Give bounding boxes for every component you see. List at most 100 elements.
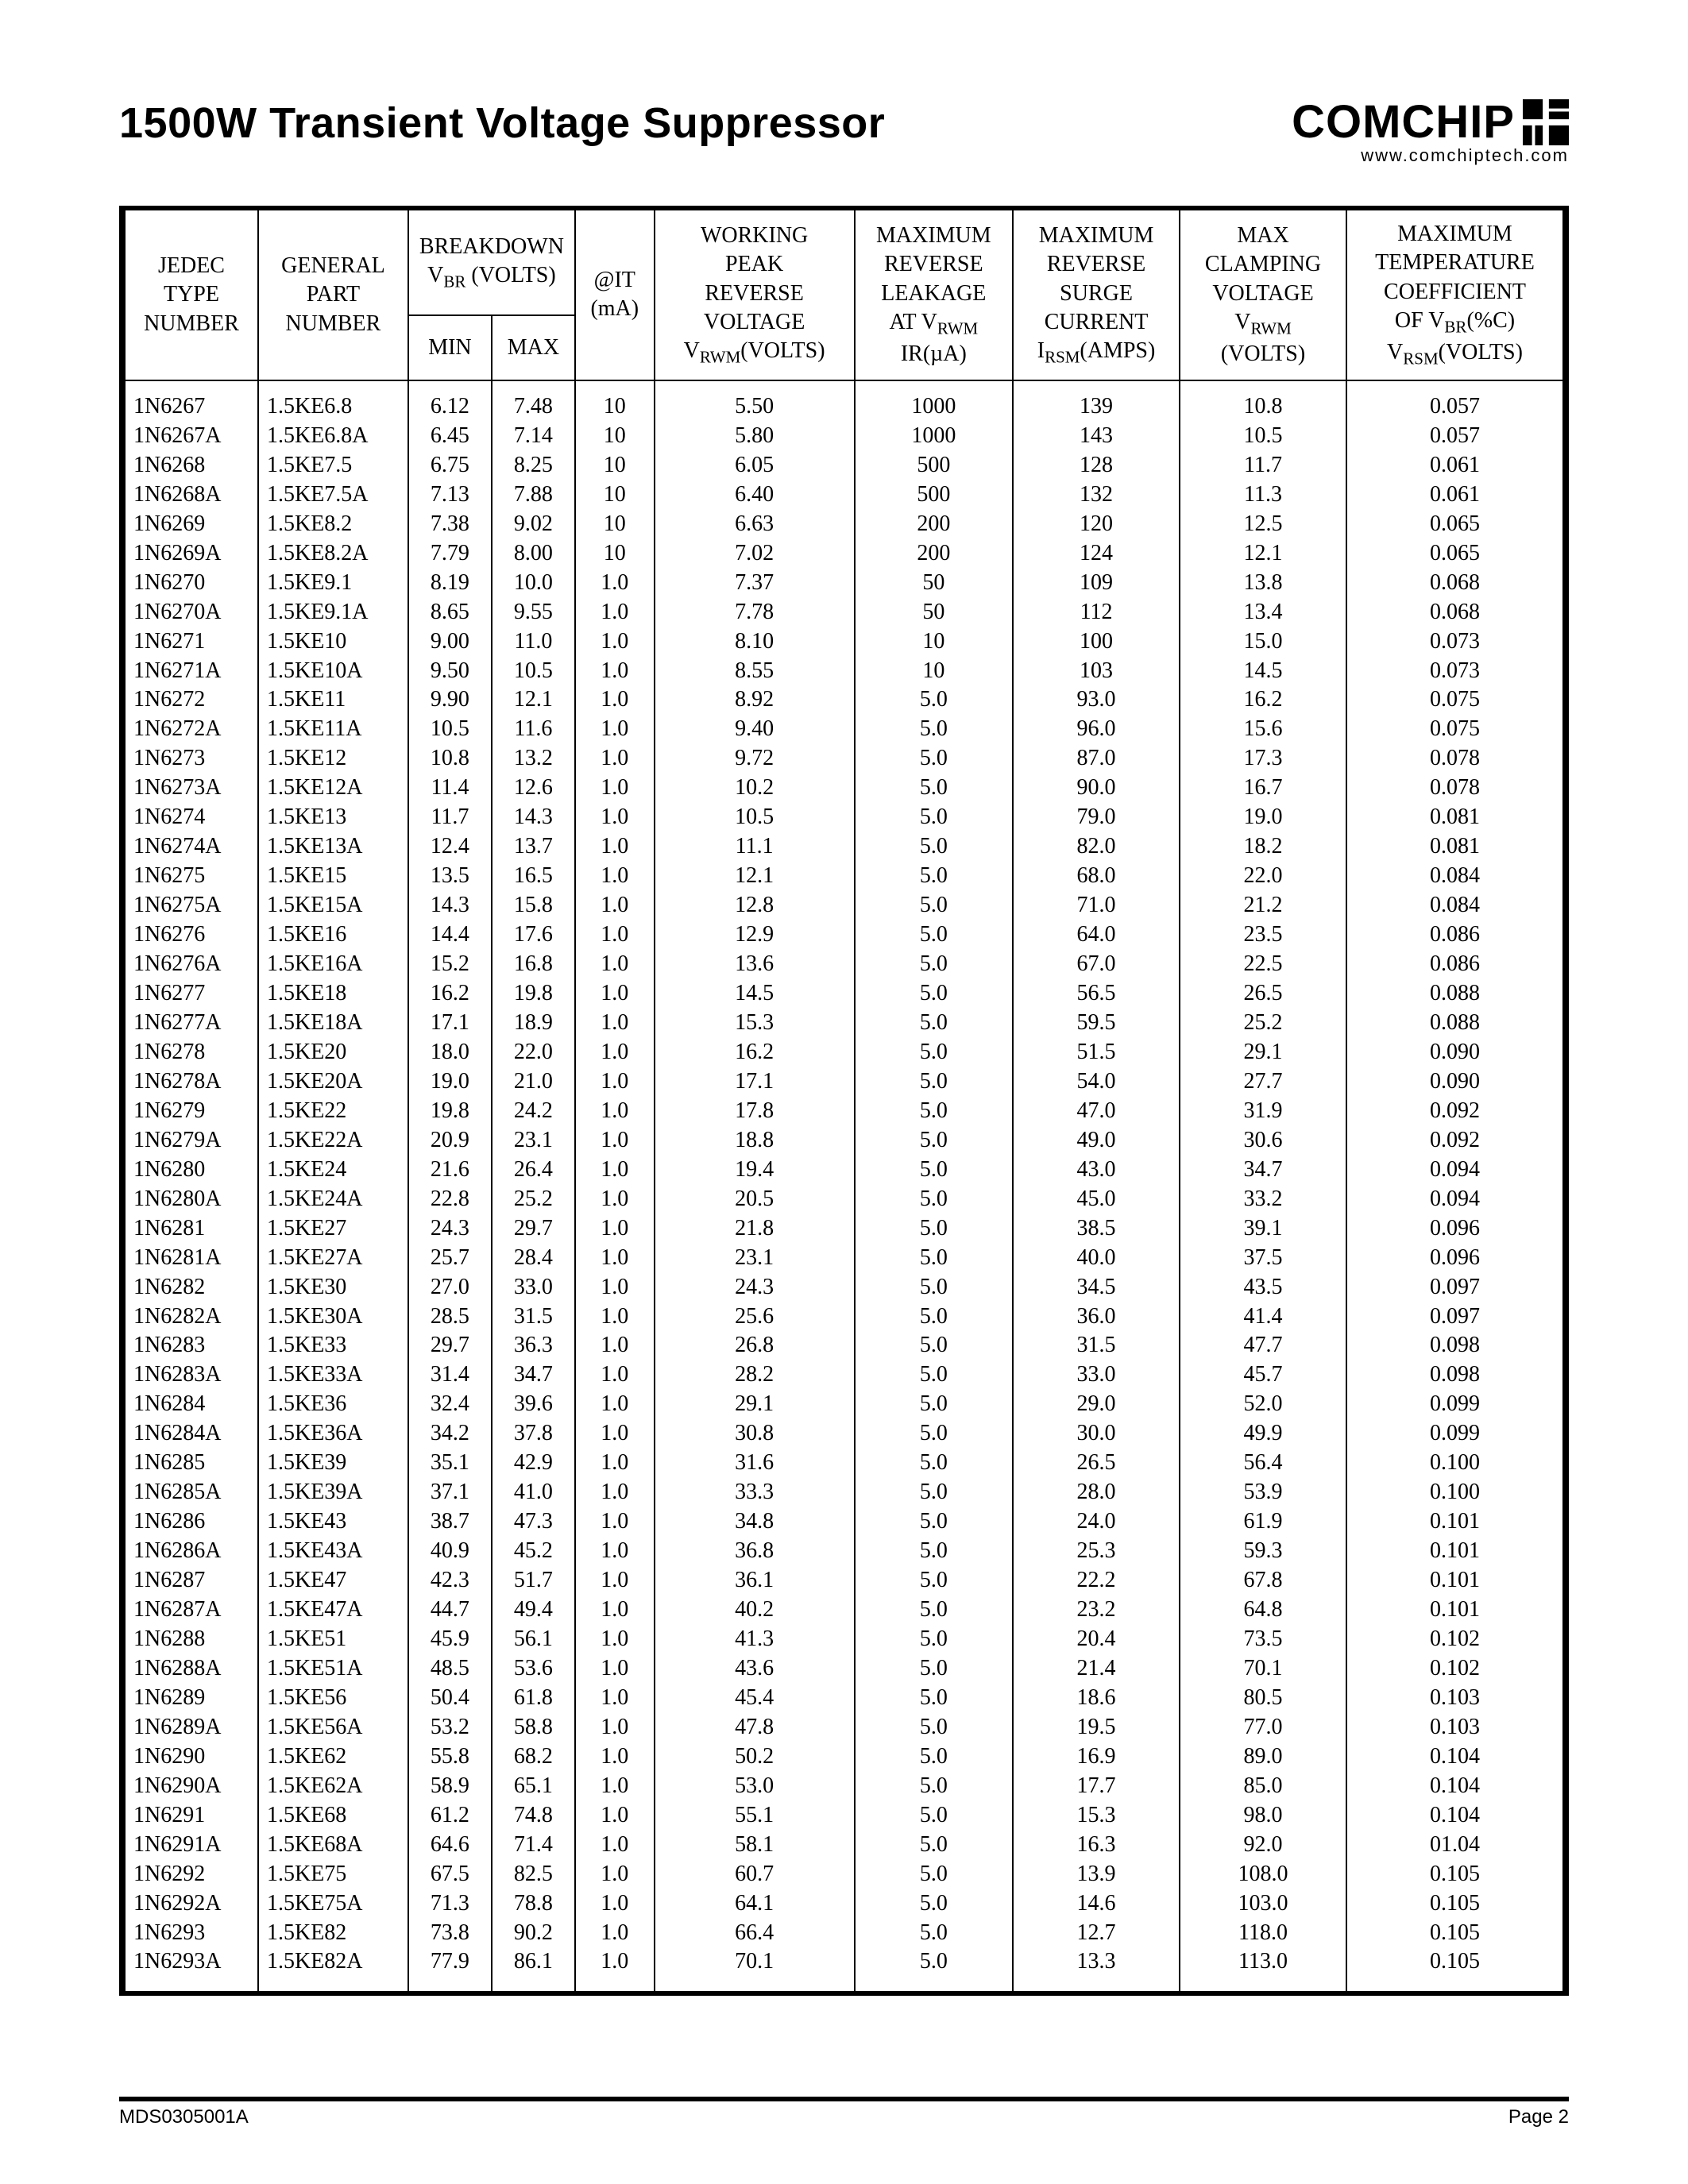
cell-ir: 5.0 bbox=[855, 1625, 1013, 1654]
table-row: 1N62701.5KE9.18.1910.01.07.375010913.80.… bbox=[125, 569, 1563, 598]
cell-it: 1.0 bbox=[575, 1067, 655, 1097]
cell-vrwm: 28.2 bbox=[655, 1360, 855, 1390]
cell-vbrmin: 22.8 bbox=[408, 1185, 492, 1214]
cell-ir: 5.0 bbox=[855, 862, 1013, 891]
cell-irsm: 13.9 bbox=[1013, 1860, 1180, 1889]
cell-ir: 5.0 bbox=[855, 1684, 1013, 1713]
cell-vc: 22.0 bbox=[1180, 862, 1346, 891]
cell-jedec: 1N6273 bbox=[125, 744, 258, 774]
table-row: 1N6269A1.5KE8.2A7.798.00107.0220012412.1… bbox=[125, 539, 1563, 569]
col-breakdown-group: BREAKDOWNVBR (VOLTS) bbox=[408, 210, 575, 315]
cell-jedec: 1N6288 bbox=[125, 1625, 258, 1654]
cell-part: 1.5KE51 bbox=[258, 1625, 408, 1654]
cell-vbrmax: 7.14 bbox=[492, 422, 575, 451]
cell-part: 1.5KE22 bbox=[258, 1097, 408, 1126]
cell-vbrmin: 31.4 bbox=[408, 1360, 492, 1390]
cell-vbrmin: 8.65 bbox=[408, 598, 492, 627]
cell-vc: 19.0 bbox=[1180, 803, 1346, 832]
cell-ir: 5.0 bbox=[855, 950, 1013, 979]
cell-vc: 16.2 bbox=[1180, 685, 1346, 715]
cell-irsm: 40.0 bbox=[1013, 1244, 1180, 1273]
cell-tc: 0.105 bbox=[1346, 1860, 1563, 1889]
cell-vrwm: 15.3 bbox=[655, 1009, 855, 1038]
specs-table: JEDECTYPENUMBER GENERALPARTNUMBER BREAKD… bbox=[124, 210, 1564, 1991]
cell-vbrmax: 29.7 bbox=[492, 1214, 575, 1244]
cell-vbrmin: 7.13 bbox=[408, 480, 492, 510]
cell-part: 1.5KE68 bbox=[258, 1801, 408, 1831]
cell-vrwm: 19.4 bbox=[655, 1156, 855, 1185]
cell-irsm: 43.0 bbox=[1013, 1156, 1180, 1185]
cell-vc: 98.0 bbox=[1180, 1801, 1346, 1831]
cell-tc: 0.101 bbox=[1346, 1537, 1563, 1566]
cell-vc: 70.1 bbox=[1180, 1654, 1346, 1684]
cell-jedec: 1N6278A bbox=[125, 1067, 258, 1097]
cell-part: 1.5KE47A bbox=[258, 1596, 408, 1625]
cell-vbrmax: 15.8 bbox=[492, 891, 575, 920]
cell-it: 1.0 bbox=[575, 1684, 655, 1713]
cell-jedec: 1N6281 bbox=[125, 1214, 258, 1244]
cell-vc: 47.7 bbox=[1180, 1331, 1346, 1360]
cell-it: 1.0 bbox=[575, 1860, 655, 1889]
table-row: 1N62841.5KE3632.439.61.029.15.029.052.00… bbox=[125, 1390, 1563, 1419]
cell-vbrmax: 12.6 bbox=[492, 774, 575, 803]
cell-tc: 0.086 bbox=[1346, 920, 1563, 950]
cell-vbrmax: 74.8 bbox=[492, 1801, 575, 1831]
cell-vrwm: 60.7 bbox=[655, 1860, 855, 1889]
cell-ir: 5.0 bbox=[855, 1947, 1013, 1991]
cell-irsm: 45.0 bbox=[1013, 1185, 1180, 1214]
cell-part: 1.5KE62 bbox=[258, 1742, 408, 1772]
cell-it: 1.0 bbox=[575, 1214, 655, 1244]
cell-irsm: 49.0 bbox=[1013, 1126, 1180, 1156]
cell-jedec: 1N6275A bbox=[125, 891, 258, 920]
col-vbr-max: MAX bbox=[492, 315, 575, 380]
cell-vc: 17.3 bbox=[1180, 744, 1346, 774]
cell-vrwm: 30.8 bbox=[655, 1419, 855, 1449]
cell-vc: 49.9 bbox=[1180, 1419, 1346, 1449]
cell-vc: 33.2 bbox=[1180, 1185, 1346, 1214]
table-row: 1N62801.5KE2421.626.41.019.45.043.034.70… bbox=[125, 1156, 1563, 1185]
cell-it: 1.0 bbox=[575, 1449, 655, 1478]
cell-tc: 0.094 bbox=[1346, 1185, 1563, 1214]
cell-irsm: 51.5 bbox=[1013, 1038, 1180, 1067]
cell-jedec: 1N6268A bbox=[125, 480, 258, 510]
cell-vbrmin: 48.5 bbox=[408, 1654, 492, 1684]
cell-irsm: 132 bbox=[1013, 480, 1180, 510]
cell-jedec: 1N6286 bbox=[125, 1507, 258, 1537]
cell-irsm: 26.5 bbox=[1013, 1449, 1180, 1478]
cell-ir: 5.0 bbox=[855, 774, 1013, 803]
cell-irsm: 23.2 bbox=[1013, 1596, 1180, 1625]
cell-tc: 0.057 bbox=[1346, 422, 1563, 451]
cell-vbrmin: 8.19 bbox=[408, 569, 492, 598]
cell-vbrmax: 37.8 bbox=[492, 1419, 575, 1449]
cell-vbrmin: 77.9 bbox=[408, 1947, 492, 1991]
cell-part: 1.5KE27A bbox=[258, 1244, 408, 1273]
cell-irsm: 139 bbox=[1013, 380, 1180, 422]
cell-vrwm: 58.1 bbox=[655, 1831, 855, 1860]
cell-vrwm: 45.4 bbox=[655, 1684, 855, 1713]
table-row: 1N6267A1.5KE6.8A6.457.14105.80100014310.… bbox=[125, 422, 1563, 451]
cell-ir: 5.0 bbox=[855, 1654, 1013, 1684]
cell-irsm: 21.4 bbox=[1013, 1654, 1180, 1684]
cell-irsm: 100 bbox=[1013, 627, 1180, 657]
cell-part: 1.5KE10 bbox=[258, 627, 408, 657]
cell-irsm: 54.0 bbox=[1013, 1067, 1180, 1097]
cell-ir: 5.0 bbox=[855, 1772, 1013, 1801]
cell-vbrmax: 61.8 bbox=[492, 1684, 575, 1713]
cell-vc: 15.6 bbox=[1180, 715, 1346, 744]
cell-irsm: 56.5 bbox=[1013, 979, 1180, 1009]
cell-ir: 5.0 bbox=[855, 1331, 1013, 1360]
cell-irsm: 30.0 bbox=[1013, 1419, 1180, 1449]
cell-vc: 64.8 bbox=[1180, 1596, 1346, 1625]
cell-irsm: 93.0 bbox=[1013, 685, 1180, 715]
table-row: 1N6286A1.5KE43A40.945.21.036.85.025.359.… bbox=[125, 1537, 1563, 1566]
table-row: 1N6292A1.5KE75A71.378.81.064.15.014.6103… bbox=[125, 1889, 1563, 1919]
cell-jedec: 1N6288A bbox=[125, 1654, 258, 1684]
cell-tc: 0.090 bbox=[1346, 1038, 1563, 1067]
cell-jedec: 1N6283A bbox=[125, 1360, 258, 1390]
cell-irsm: 31.5 bbox=[1013, 1331, 1180, 1360]
table-row: 1N6283A1.5KE33A31.434.71.028.25.033.045.… bbox=[125, 1360, 1563, 1390]
cell-part: 1.5KE47 bbox=[258, 1566, 408, 1596]
cell-ir: 5.0 bbox=[855, 1067, 1013, 1097]
cell-vrwm: 16.2 bbox=[655, 1038, 855, 1067]
cell-part: 1.5KE11A bbox=[258, 715, 408, 744]
